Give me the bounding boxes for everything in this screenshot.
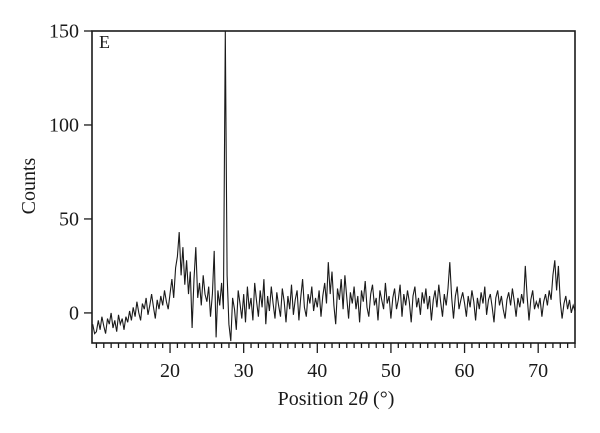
x-tick-label: 40 bbox=[307, 360, 327, 382]
x-tick-label: 50 bbox=[381, 360, 401, 382]
x-axis-label: Position 2θ (°) bbox=[278, 389, 395, 409]
x-axis-label-theta: θ bbox=[358, 388, 369, 410]
x-tick-label: 20 bbox=[160, 360, 180, 382]
y-tick-label: 0 bbox=[69, 302, 79, 324]
x-axis-label-suffix: (°) bbox=[368, 388, 395, 410]
panel-label: E bbox=[99, 32, 110, 52]
x-axis-label-prefix: Position 2 bbox=[277, 388, 359, 410]
plot-frame bbox=[91, 30, 576, 344]
y-tick-label: 100 bbox=[49, 114, 79, 136]
y-tick-label: 150 bbox=[49, 21, 79, 43]
data-trace bbox=[92, 30, 576, 342]
x-tick-label: 30 bbox=[234, 360, 254, 382]
y-axis-label: Counts bbox=[18, 157, 40, 215]
x-tick-label: 70 bbox=[528, 360, 548, 382]
y-tick-label: 50 bbox=[59, 208, 79, 230]
x-tick-label: 60 bbox=[455, 360, 475, 382]
